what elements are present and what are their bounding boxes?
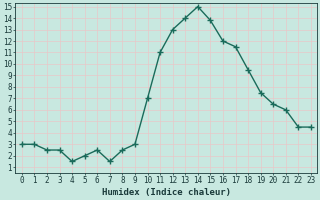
X-axis label: Humidex (Indice chaleur): Humidex (Indice chaleur) <box>102 188 231 197</box>
